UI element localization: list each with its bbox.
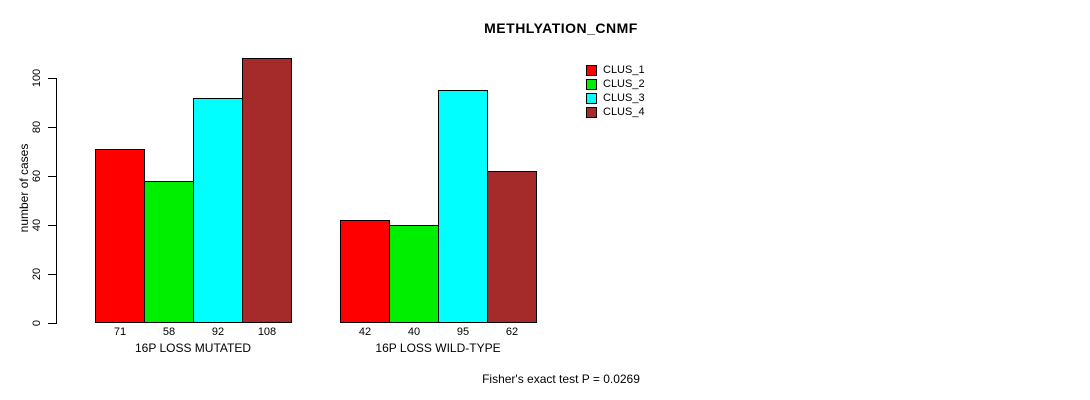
legend-swatch-clus_1 xyxy=(586,64,597,76)
legend-swatch-clus_3 xyxy=(586,92,597,104)
bar-clus_3-group2 xyxy=(438,90,488,323)
legend-label-clus_1: CLUS_1 xyxy=(603,64,645,76)
chart-title: METHLYATION_CNMF xyxy=(484,20,638,36)
legend-item-clus_4: CLUS_4 xyxy=(586,105,645,119)
y-tick-label-40: 40 xyxy=(31,218,43,232)
y-tick-mark-20 xyxy=(48,274,56,275)
y-tick-mark-40 xyxy=(48,225,56,226)
y-tick-mark-80 xyxy=(48,127,56,128)
legend: CLUS_1 CLUS_2 CLUS_3 CLUS_4 xyxy=(586,63,645,119)
legend-label-clus_4: CLUS_4 xyxy=(603,106,645,118)
legend-label-clus_3: CLUS_3 xyxy=(603,92,645,104)
legend-swatch-clus_2 xyxy=(586,78,597,90)
group-label-1: 16P LOSS MUTATED xyxy=(134,341,252,355)
bar-value-clus_3-group1: 92 xyxy=(211,326,225,338)
bar-clus_4-group1 xyxy=(242,58,292,323)
legend-item-clus_2: CLUS_2 xyxy=(586,77,645,91)
legend-swatch-clus_4 xyxy=(586,106,597,118)
bar-value-clus_2-group1: 58 xyxy=(162,326,176,338)
bar-value-clus_1-group2: 42 xyxy=(358,326,372,338)
y-axis-line xyxy=(56,78,57,324)
y-tick-label-20: 20 xyxy=(31,267,43,281)
y-tick-label-100: 100 xyxy=(31,68,43,88)
y-tick-mark-60 xyxy=(48,176,56,177)
bar-value-clus_4-group2: 62 xyxy=(505,326,519,338)
bar-clus_1-group1 xyxy=(95,149,145,323)
bar-clus_2-group2 xyxy=(389,225,439,323)
bar-clus_3-group1 xyxy=(193,98,243,323)
y-tick-mark-100 xyxy=(48,78,56,79)
legend-item-clus_3: CLUS_3 xyxy=(586,91,645,105)
bar-value-clus_1-group1: 71 xyxy=(113,326,127,338)
bar-clus_1-group2 xyxy=(340,220,390,323)
y-tick-mark-0 xyxy=(48,323,56,324)
y-tick-label-80: 80 xyxy=(31,120,43,134)
group-label-2: 16P LOSS WILD-TYPE xyxy=(375,341,501,355)
bar-clus_2-group1 xyxy=(144,181,194,323)
footer-note: Fisher's exact test P = 0.0269 xyxy=(482,372,640,386)
bar-clus_4-group2 xyxy=(487,171,537,323)
bar-value-clus_2-group2: 40 xyxy=(407,326,421,338)
bar-value-clus_3-group2: 95 xyxy=(456,326,470,338)
legend-label-clus_2: CLUS_2 xyxy=(603,78,645,90)
y-tick-label-0: 0 xyxy=(31,319,43,327)
bar-value-clus_4-group1: 108 xyxy=(257,326,277,338)
y-tick-label-60: 60 xyxy=(31,169,43,183)
y-axis-label: number of cases xyxy=(17,143,31,233)
legend-item-clus_1: CLUS_1 xyxy=(586,63,645,77)
